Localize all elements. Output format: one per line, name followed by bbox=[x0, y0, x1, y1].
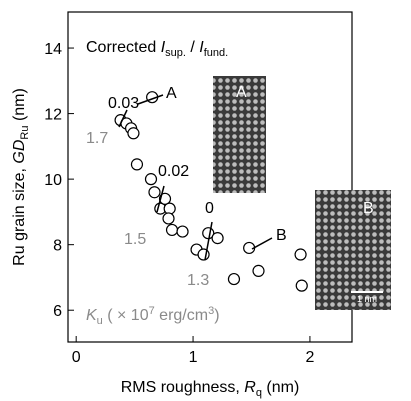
point bbox=[127, 127, 140, 140]
annotation: 0.02 bbox=[158, 163, 189, 180]
ku-label: Ku ( × 107 erg/cm3) bbox=[86, 305, 220, 327]
annotation: 0 bbox=[205, 200, 214, 217]
point bbox=[148, 186, 161, 199]
point bbox=[165, 223, 179, 237]
x-axis-label: RMS roughness, Rq (nm) bbox=[121, 379, 300, 399]
y-tick-label: 12 bbox=[44, 107, 62, 124]
y-tick-label: 10 bbox=[44, 172, 62, 189]
point bbox=[158, 192, 172, 205]
annotation: 1.7 bbox=[86, 130, 108, 147]
point bbox=[294, 248, 307, 261]
point bbox=[227, 272, 241, 286]
x-tick-label: 2 bbox=[305, 349, 314, 366]
annotation: B bbox=[276, 227, 287, 244]
inset-a: A bbox=[213, 76, 266, 193]
y-tick-label: 14 bbox=[44, 41, 62, 58]
point bbox=[162, 212, 175, 225]
point bbox=[144, 173, 158, 186]
scale-bar-label: 1 nm bbox=[357, 294, 377, 304]
inset-b: B 1 nm bbox=[315, 190, 391, 310]
point bbox=[130, 158, 144, 171]
guide-lines bbox=[118, 94, 273, 261]
point bbox=[252, 264, 265, 277]
inset-label: B bbox=[363, 200, 374, 217]
point bbox=[295, 279, 308, 292]
point bbox=[211, 232, 224, 245]
y-tick-label: 6 bbox=[53, 303, 62, 320]
x-tick-label: 1 bbox=[189, 349, 198, 366]
annotation: 1.3 bbox=[187, 272, 209, 289]
annotation: A bbox=[166, 85, 177, 102]
plot-frame bbox=[67, 11, 353, 343]
inset-label: A bbox=[236, 84, 247, 101]
annotation: 1.5 bbox=[124, 231, 146, 248]
heading: Corrected Isup. / Ifund. bbox=[86, 39, 228, 59]
y-axis-label: Ru grain size, GDRu (nm) bbox=[11, 88, 31, 266]
annotation: 0.03 bbox=[108, 95, 139, 112]
x-tick-label: 0 bbox=[72, 349, 81, 366]
y-tick-label: 8 bbox=[53, 238, 62, 255]
point bbox=[176, 225, 189, 238]
